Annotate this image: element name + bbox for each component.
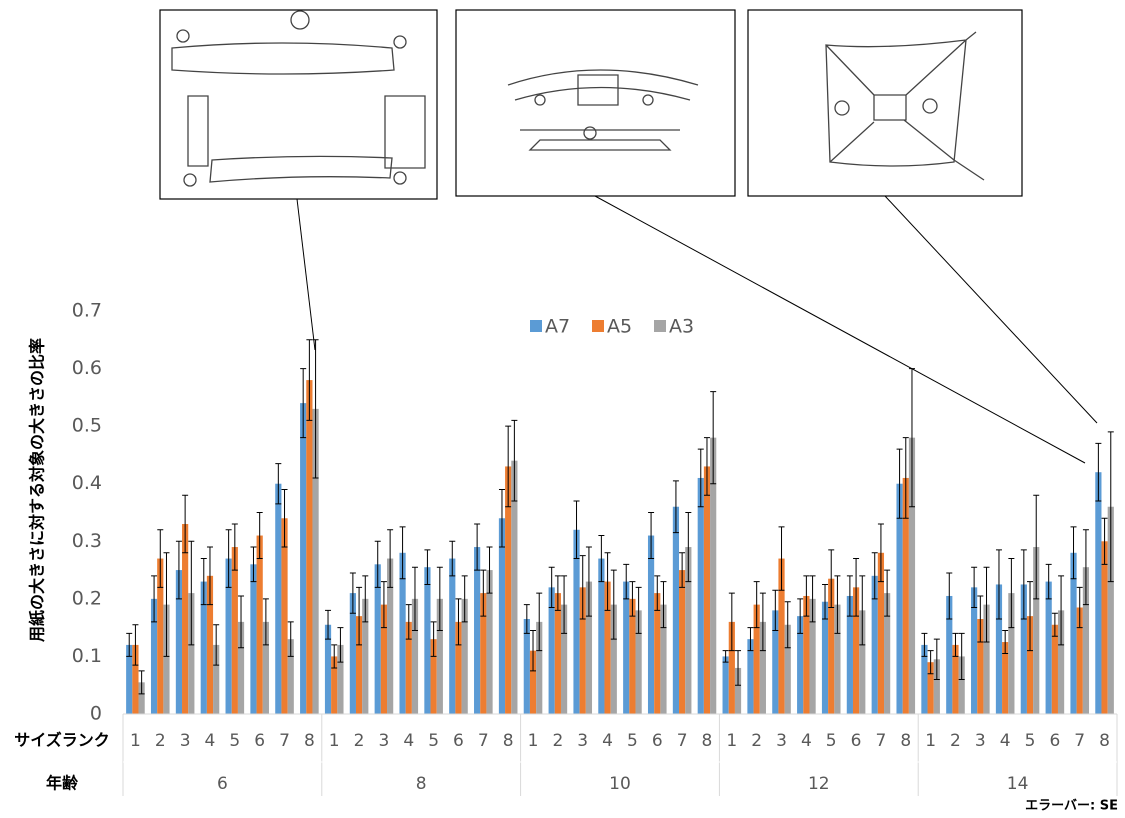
x-tick-label: 1 — [130, 731, 141, 751]
legend-swatch — [530, 320, 542, 332]
x-tick-label: 8 — [503, 731, 514, 751]
y-tick-label: 0.6 — [72, 357, 102, 379]
x-tick-label: 3 — [975, 731, 986, 751]
group-label: 14 — [1007, 774, 1029, 794]
bar — [1101, 541, 1107, 714]
x-tick-label: 3 — [180, 731, 191, 751]
chart: 用紙の大きさに対する対象の大きさの比率 サイズランク 年齢 エラーバー: SE … — [0, 0, 1125, 818]
group-axis-label: 年齢 — [46, 774, 79, 793]
bar — [300, 403, 306, 714]
bar — [704, 466, 710, 714]
x-tick-label: 4 — [1000, 731, 1011, 751]
y-tick-label: 0.3 — [72, 530, 102, 552]
bar — [250, 564, 256, 714]
bar — [232, 547, 238, 714]
group-label: 12 — [808, 774, 830, 794]
x-tick-label: 5 — [229, 731, 240, 751]
bar — [281, 518, 287, 714]
legend-label: A3 — [669, 316, 694, 338]
x-tick-label: 6 — [453, 731, 464, 751]
y-tick-label: 0.1 — [72, 645, 102, 667]
bar — [555, 593, 561, 714]
bar — [623, 582, 629, 714]
bar — [1046, 582, 1052, 714]
x-tick-label: 5 — [826, 731, 837, 751]
x-tick-label: 1 — [925, 731, 936, 751]
connector-lines — [297, 196, 1097, 463]
x-tick-label: 8 — [702, 731, 713, 751]
x-tick-label: 6 — [254, 731, 265, 751]
bar — [654, 593, 660, 714]
x-tick-label: 6 — [652, 731, 663, 751]
x-tick-label: 7 — [876, 731, 887, 751]
x-axis-label: サイズランク — [14, 731, 110, 750]
x-tick-label: 4 — [801, 731, 812, 751]
bar — [474, 547, 480, 714]
x-tick-label: 4 — [205, 731, 216, 751]
x-tick-label: 5 — [428, 731, 439, 751]
bar — [648, 536, 654, 714]
x-tick-label: 7 — [677, 731, 688, 751]
x-tick-label: 2 — [751, 731, 762, 751]
bar — [1052, 625, 1058, 714]
x-tick-label: 8 — [900, 731, 911, 751]
x-tick-label: 3 — [776, 731, 787, 751]
x-tick-label: 7 — [1074, 731, 1085, 751]
bar — [723, 656, 729, 714]
bar — [275, 484, 281, 714]
x-tick-label: 3 — [379, 731, 390, 751]
y-tick-label: 0.5 — [72, 415, 102, 437]
inset-drawings — [160, 10, 1022, 199]
x-tick-label: 6 — [851, 731, 862, 751]
y-tick-label: 0 — [90, 703, 102, 725]
x-tick-label: 7 — [279, 731, 290, 751]
x-tick-label: 7 — [478, 731, 489, 751]
x-tick-label: 2 — [354, 731, 365, 751]
legend-label: A7 — [545, 316, 570, 338]
bar — [306, 380, 312, 714]
x-tick-label: 5 — [1025, 731, 1036, 751]
x-tick-label: 2 — [950, 731, 961, 751]
y-tick-label: 0.7 — [72, 300, 102, 322]
x-tick-label: 3 — [577, 731, 588, 751]
bar — [673, 507, 679, 714]
x-tick-label: 2 — [552, 731, 563, 751]
x-tick-label: 2 — [155, 731, 166, 751]
y-tick-label: 0.2 — [72, 587, 102, 609]
x-tick-label: 1 — [528, 731, 539, 751]
bar — [698, 478, 704, 714]
group-label: 6 — [217, 774, 228, 794]
group-label: 8 — [416, 774, 427, 794]
bar — [257, 536, 263, 714]
bar — [424, 567, 430, 714]
x-tick-label: 8 — [1099, 731, 1110, 751]
note: エラーバー: SE — [1025, 799, 1118, 814]
x-tick-label: 4 — [403, 731, 414, 751]
bar — [1095, 472, 1101, 714]
legend-swatch — [654, 320, 666, 332]
bar — [499, 518, 505, 714]
x-tick-label: 6 — [1049, 731, 1060, 751]
x-tick-label: 4 — [602, 731, 613, 751]
group-label: 10 — [609, 774, 631, 794]
x-tick-label: 8 — [304, 731, 315, 751]
x-tick-label: 1 — [329, 731, 340, 751]
y-axis-label: 用紙の大きさに対する対象の大きさの比率 — [28, 338, 47, 642]
bar — [449, 559, 455, 714]
y-tick-label: 0.4 — [72, 472, 102, 494]
x-tick-label: 1 — [726, 731, 737, 751]
bar — [679, 570, 685, 714]
legend-label: A5 — [607, 316, 632, 338]
x-tick-label: 5 — [627, 731, 638, 751]
legend-swatch — [592, 320, 604, 332]
